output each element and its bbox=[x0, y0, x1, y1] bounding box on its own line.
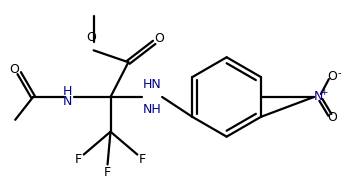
Text: -: - bbox=[337, 68, 341, 78]
Text: O: O bbox=[87, 31, 97, 44]
Text: F: F bbox=[75, 153, 82, 166]
Text: N: N bbox=[63, 95, 72, 108]
Text: +: + bbox=[320, 88, 328, 97]
Text: NH: NH bbox=[143, 103, 162, 116]
Text: F: F bbox=[139, 153, 146, 166]
Text: H: H bbox=[63, 85, 72, 97]
Text: O: O bbox=[327, 111, 337, 124]
Text: O: O bbox=[154, 32, 164, 45]
Text: O: O bbox=[327, 70, 337, 83]
Text: F: F bbox=[104, 166, 111, 179]
Text: N: N bbox=[313, 90, 323, 103]
Text: HN: HN bbox=[143, 78, 162, 91]
Text: O: O bbox=[9, 63, 19, 76]
